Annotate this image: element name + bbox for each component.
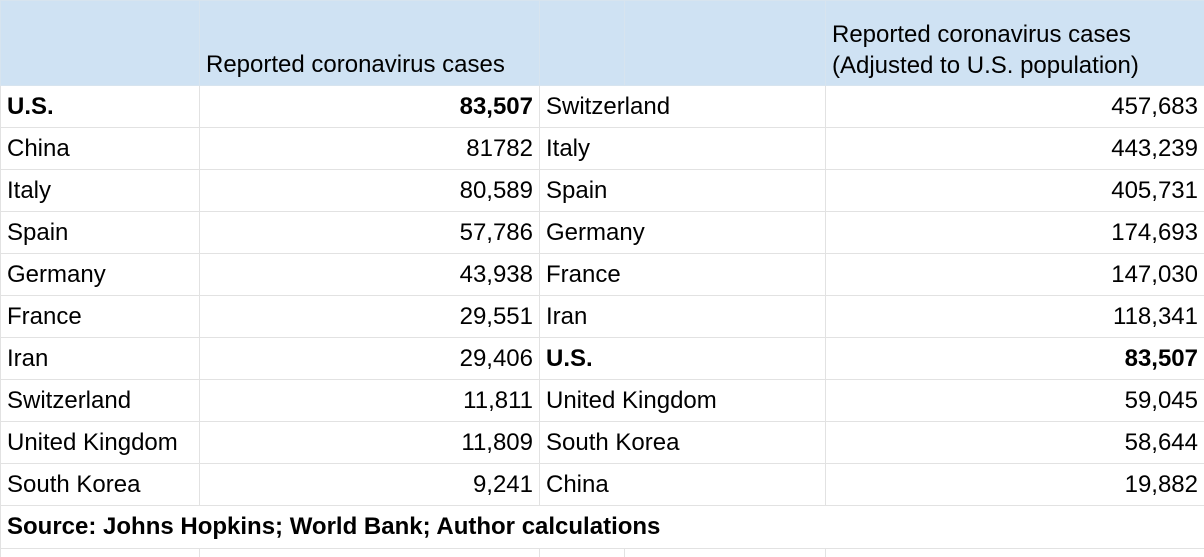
right-value-cell[interactable]: 59,045	[826, 380, 1204, 422]
right-value-cell[interactable]: 174,693	[826, 212, 1204, 254]
right-country-cell[interactable]: Iran	[540, 296, 826, 338]
right-country-cell[interactable]: South Korea	[540, 422, 826, 464]
source-note[interactable]: Source: Johns Hopkins; World Bank; Autho…	[1, 506, 1204, 549]
left-country-cell[interactable]: France	[1, 296, 200, 338]
right-country-cell[interactable]: United Kingdom	[540, 380, 826, 422]
left-country-cell[interactable]: Germany	[1, 254, 200, 296]
empty-cell[interactable]	[625, 549, 826, 557]
left-country-cell[interactable]: United Kingdom	[1, 422, 200, 464]
left-value-cell[interactable]: 11,811	[200, 380, 540, 422]
right-value-cell[interactable]: 457,683	[826, 86, 1204, 128]
left-value-cell[interactable]: 57,786	[200, 212, 540, 254]
left-country-cell[interactable]: China	[1, 128, 200, 170]
left-value-cell[interactable]: 83,507	[200, 86, 540, 128]
left-value-cell[interactable]: 80,589	[200, 170, 540, 212]
empty-row	[1, 549, 1204, 557]
left-country-cell[interactable]: Italy	[1, 170, 200, 212]
left-value-cell[interactable]: 43,938	[200, 254, 540, 296]
right-country-cell[interactable]: Italy	[540, 128, 826, 170]
left-value-cell[interactable]: 29,551	[200, 296, 540, 338]
header-left-cases[interactable]: Reported coronavirus cases	[200, 1, 540, 86]
left-country-cell[interactable]: Switzerland	[1, 380, 200, 422]
right-value-cell[interactable]: 19,882	[826, 464, 1204, 506]
right-value-cell[interactable]: 405,731	[826, 170, 1204, 212]
source-row: Source: Johns Hopkins; World Bank; Autho…	[1, 506, 1204, 549]
left-value-cell[interactable]: 81782	[200, 128, 540, 170]
right-country-cell[interactable]: Switzerland	[540, 86, 826, 128]
left-country-cell[interactable]: Spain	[1, 212, 200, 254]
header-right-line2: (Adjusted to U.S. population)	[832, 50, 1198, 81]
left-country-cell[interactable]: U.S.	[1, 86, 200, 128]
left-country-cell[interactable]: South Korea	[1, 464, 200, 506]
right-country-cell[interactable]: U.S.	[540, 338, 826, 380]
right-country-cell[interactable]: Germany	[540, 212, 826, 254]
left-value-cell[interactable]: 11,809	[200, 422, 540, 464]
right-country-cell[interactable]: China	[540, 464, 826, 506]
header-right-line1: Reported coronavirus cases	[832, 19, 1198, 50]
left-value-cell[interactable]: 9,241	[200, 464, 540, 506]
empty-cell[interactable]	[200, 549, 540, 557]
empty-cell[interactable]	[826, 549, 1204, 557]
right-country-cell[interactable]: France	[540, 254, 826, 296]
header-row: Reported coronavirus cases Reported coro…	[1, 1, 1204, 86]
right-value-cell[interactable]: 118,341	[826, 296, 1204, 338]
left-country-cell[interactable]: Iran	[1, 338, 200, 380]
header-spacer[interactable]	[540, 1, 625, 86]
empty-cell[interactable]	[540, 549, 625, 557]
right-value-cell[interactable]: 58,644	[826, 422, 1204, 464]
header-right-country[interactable]	[625, 1, 826, 86]
left-value-cell[interactable]: 29,406	[200, 338, 540, 380]
empty-cell[interactable]	[1, 549, 200, 557]
right-value-cell[interactable]: 83,507	[826, 338, 1204, 380]
header-right-adjusted-cases[interactable]: Reported coronavirus cases (Adjusted to …	[826, 1, 1204, 86]
right-country-cell[interactable]: Spain	[540, 170, 826, 212]
right-value-cell[interactable]: 147,030	[826, 254, 1204, 296]
header-left-country[interactable]	[1, 1, 200, 86]
right-value-cell[interactable]: 443,239	[826, 128, 1204, 170]
